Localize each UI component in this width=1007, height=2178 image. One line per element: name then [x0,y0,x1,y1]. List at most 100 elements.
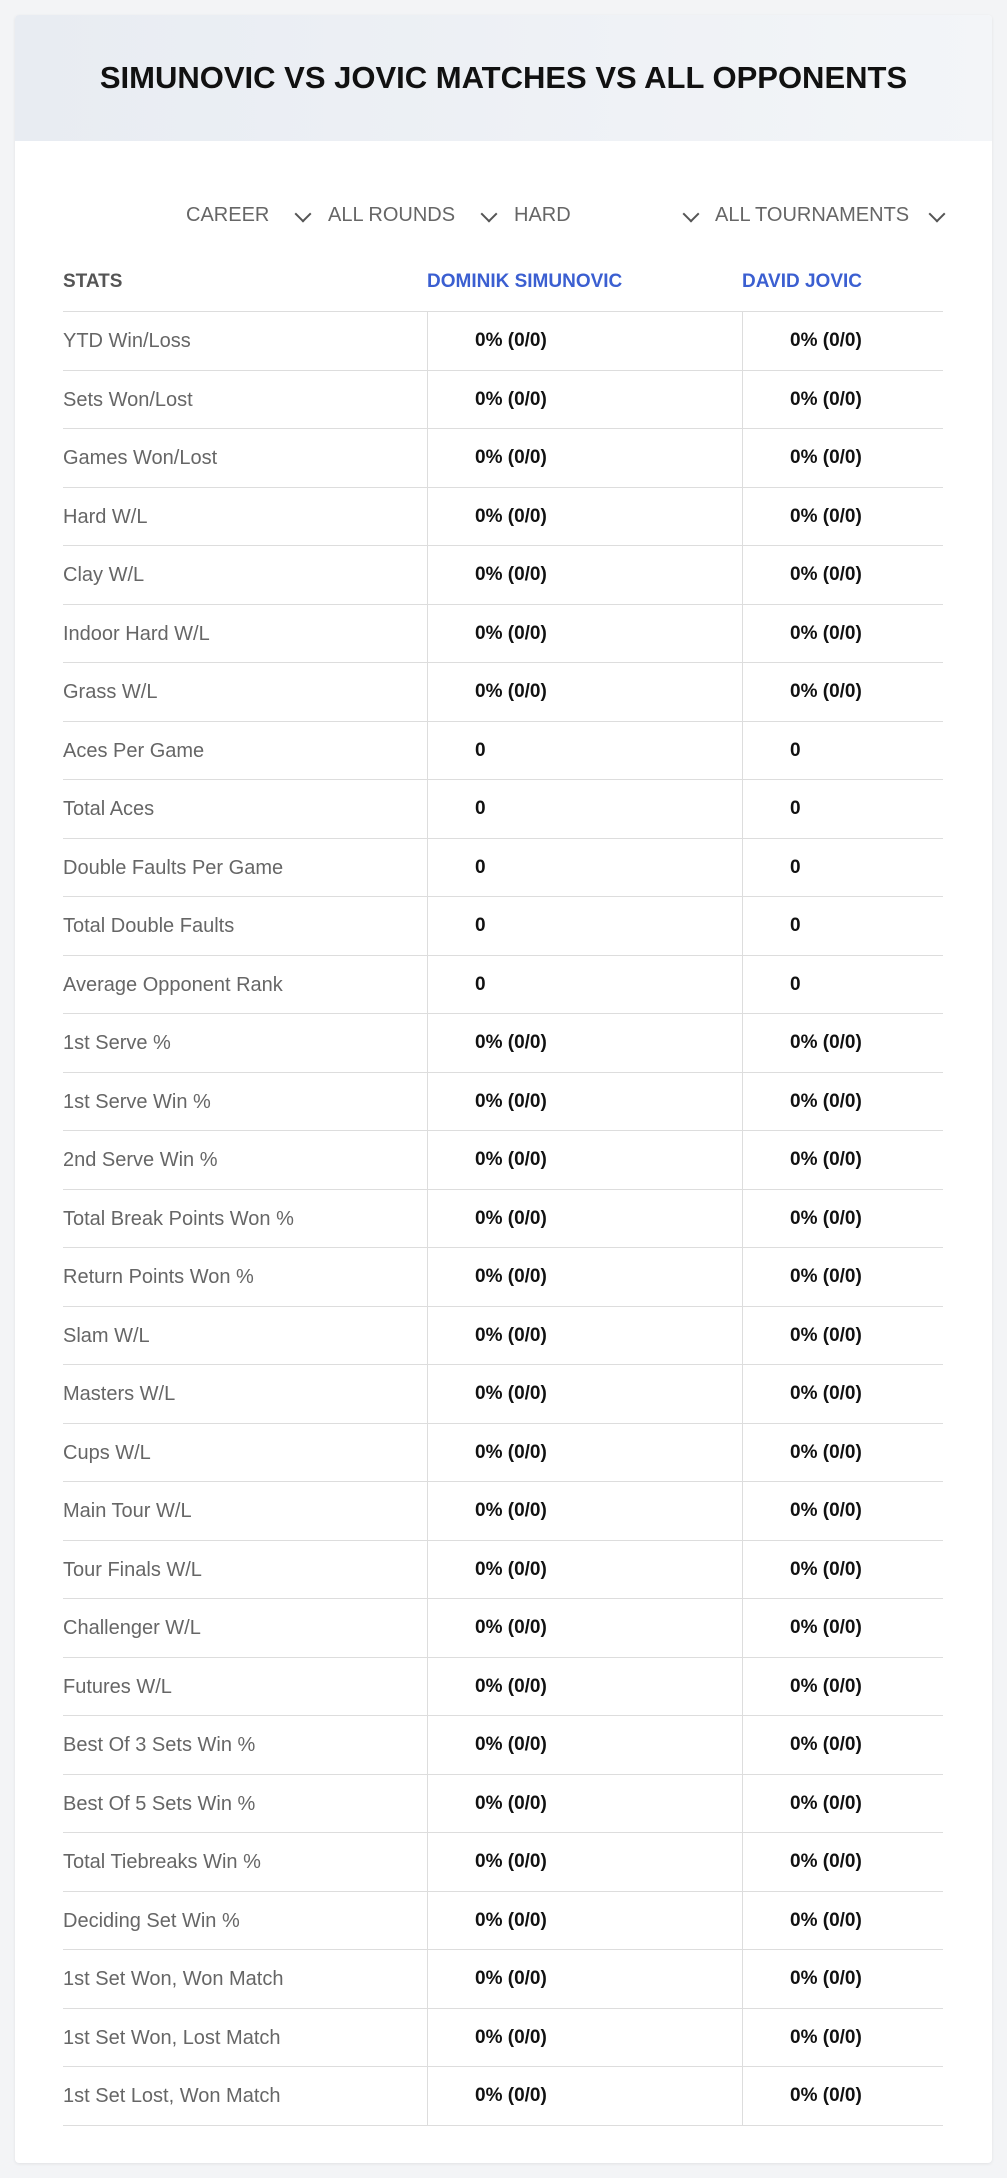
stat-row: Total Double Faults 0 0 [63,896,943,955]
stat-value: 0% (0/0) [475,447,547,468]
stat-value: 0% (0/0) [790,1792,862,1814]
stat-label: 1st Set Won, Won Match [63,1968,284,1990]
filter-dropdown[interactable]: ALL ROUNDS [328,204,456,226]
stat-value: 0% (0/0) [475,1090,547,1112]
stat-value: 0 [790,915,801,936]
stat-value: 0% (0/0) [475,1675,547,1697]
stat-value: 0% (0/0) [790,1032,862,1053]
stat-row: Best Of 3 Sets Win % 0% (0/0) 0% (0/0) [63,1715,943,1774]
stat-value: 0 [790,856,801,878]
header: SIMUNOVIC VS JOVIC MATCHES VS ALL OPPONE… [15,15,992,141]
divider [742,1482,743,1540]
divider [742,312,743,370]
divider [427,663,428,721]
stat-value: 0% (0/0) [790,2085,862,2106]
dropdown-chevron[interactable] [928,205,946,223]
stat-value: 0% (0/0) [475,1324,547,1346]
stat-label: Masters W/L [63,1383,176,1405]
filter-dropdown[interactable]: ALL TOURNAMENTS [715,204,910,226]
filter-dropdown[interactable]: HARD [514,204,571,226]
stat-row: Cups W/L 0% (0/0) 0% (0/0) [63,1422,943,1482]
divider [427,1891,428,1950]
divider [427,604,428,663]
divider [742,1833,743,1891]
column-header: DAVID JOVIC [742,271,863,292]
stat-value: 0% (0/0) [790,1324,862,1346]
stat-row: 1st Set Lost, Won Match 0% (0/0) 0% (0/0) [63,2066,943,2125]
divider [427,1131,428,1189]
stat-value: 0% (0/0) [790,2026,862,2048]
divider [742,1014,743,1072]
stat-label: Sets Won/Lost [63,388,193,411]
divider [742,2008,743,2067]
stat-value: 0% (0/0) [790,1090,862,1112]
divider [742,1365,743,1423]
stat-label: Main Tour W/L [63,1500,192,1522]
stat-value: 0% (0/0) [475,1500,547,1521]
dropdown-chevron[interactable] [480,205,498,223]
stat-row: Clay W/L 0% (0/0) 0% (0/0) [63,545,943,604]
stat-row: Futures W/L 0% (0/0) 0% (0/0) [63,1656,943,1716]
divider [427,2008,428,2067]
divider [427,955,428,1014]
divider [742,1072,743,1131]
stat-label: Total Aces [63,798,155,820]
stat-row: Return Points Won % 0% (0/0) 0% (0/0) [63,1247,943,1306]
stat-label: Deciding Set Win % [63,1909,240,1932]
stat-value: 0% (0/0) [475,1266,547,1287]
stat-row: Slam W/L 0% (0/0) 0% (0/0) [63,1305,943,1365]
dropdown-chevron[interactable] [294,205,312,223]
stat-label: Clay W/L [63,564,145,586]
divider [427,1482,428,1540]
stat-value: 0% (0/0) [790,505,862,527]
stat-label: 1st Serve % [63,1032,171,1054]
divider [427,1189,428,1248]
stat-label: Challenger W/L [63,1617,201,1639]
stat-value: 0% (0/0) [790,388,862,410]
stat-value: 0 [790,798,801,819]
divider [427,1833,428,1891]
divider [742,604,743,663]
divider [742,955,743,1014]
stat-value: 0% (0/0) [790,1909,862,1931]
stat-value: 0% (0/0) [475,2085,547,2106]
stat-value: 0% (0/0) [790,1207,862,1229]
stat-row: Best Of 5 Sets Win % 0% (0/0) 0% (0/0) [63,1773,943,1833]
title: SIMUNOVIC VS JOVIC MATCHES VS ALL OPPONE… [99,60,908,95]
divider [427,780,428,838]
dropdown-chevron[interactable] [682,205,700,223]
divider [742,429,743,487]
stat-value: 0% (0/0) [790,330,862,351]
divider [742,1306,743,1365]
stat-value: 0% (0/0) [790,622,862,644]
stat-value: 0% (0/0) [475,1734,547,1755]
divider [427,1599,428,1657]
stat-value: 0 [475,739,486,761]
divider [427,838,428,897]
divider [742,1248,743,1306]
divider [427,1716,428,1774]
column-header: STATS [63,271,123,292]
stat-label: Grass W/L [63,681,158,703]
stat-value: 0% (0/0) [790,1734,862,1755]
filter-dropdown[interactable]: CAREER [186,204,270,226]
stat-value: 0% (0/0) [475,1032,547,1053]
divider [427,1306,428,1365]
stat-value: 0% (0/0) [475,330,547,351]
divider [742,663,743,721]
stat-value: 0% (0/0) [475,2026,547,2048]
stat-value: 0% (0/0) [475,1149,547,1170]
stat-value: 0% (0/0) [475,1207,547,1229]
divider [742,1774,743,1833]
divider [427,1540,428,1599]
stat-value: 0% (0/0) [475,1792,547,1814]
stat-value: 0% (0/0) [790,1675,862,1697]
stat-row: Total Tiebreaks Win % 0% (0/0) 0% (0/0) [63,1832,943,1891]
stat-value: 0 [790,973,801,995]
stat-row: Total Aces 0 0 [63,779,943,838]
stat-value: 0% (0/0) [475,388,547,410]
stat-value: 0% (0/0) [475,1851,547,1872]
divider [742,838,743,897]
stat-value: 0% (0/0) [790,681,862,702]
stat-value: 0% (0/0) [790,1383,862,1404]
